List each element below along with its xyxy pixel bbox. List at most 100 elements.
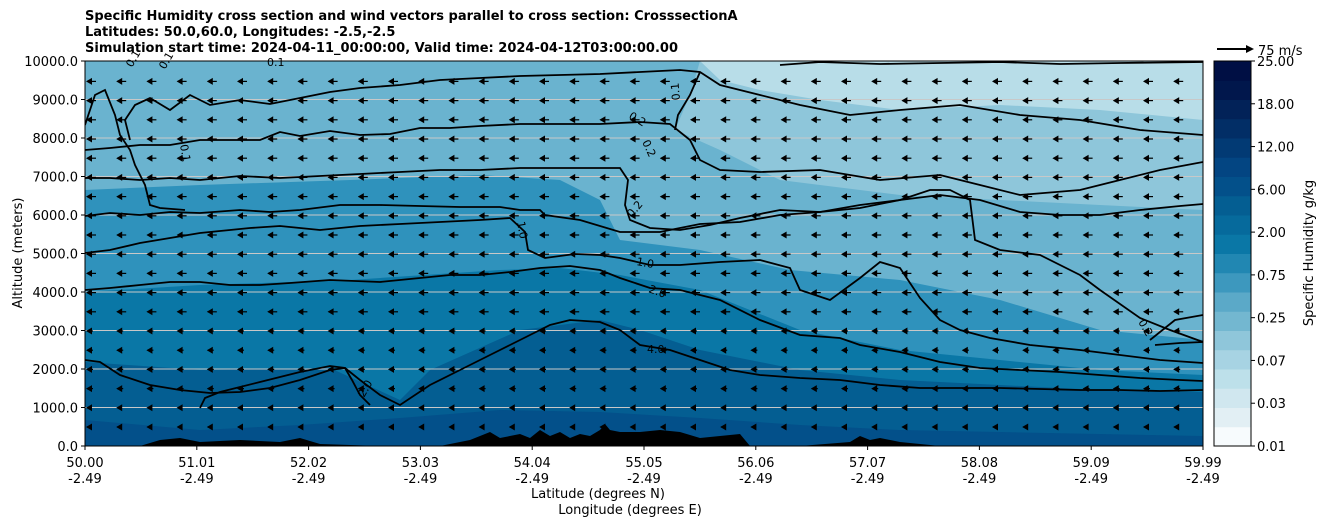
wind-vector (448, 385, 456, 393)
wind-vector-head (780, 385, 787, 393)
wind-vector (931, 289, 942, 297)
wind-vector (569, 135, 580, 143)
wind-vector-head (931, 404, 938, 412)
contour-0.2-a (85, 189, 1203, 343)
wind-vector-head (901, 365, 908, 373)
wind-vector-head (206, 327, 213, 335)
wind-vector-head (1052, 423, 1059, 431)
wind-vector (1022, 212, 1033, 220)
wind-vector (478, 308, 489, 316)
wind-vector-head (1112, 269, 1119, 277)
wind-vector (961, 173, 972, 181)
wind-vector-head (780, 154, 787, 162)
wind-vector-head (961, 116, 968, 124)
wind-vector (1022, 116, 1033, 124)
wind-vector (388, 193, 398, 201)
wind-vector (297, 173, 308, 181)
wind-vector-head (1022, 193, 1029, 201)
wind-vector (539, 77, 549, 85)
wind-vector-head (931, 135, 938, 143)
wind-vector-head (357, 423, 364, 431)
wind-vector-head (206, 116, 213, 124)
wind-vector-head (901, 423, 908, 431)
colorbar: 0.010.030.070.250.752.006.0012.0018.0025… (1213, 55, 1294, 455)
wind-vector-head (539, 231, 545, 239)
wind-vector-head (810, 423, 817, 431)
wind-vector-head (206, 212, 213, 220)
wind-vector-head (810, 116, 817, 124)
wind-vector (599, 97, 610, 105)
wind-vector-head (1022, 423, 1029, 431)
wind-vector-head (629, 212, 636, 220)
wind-vector (1143, 193, 1153, 201)
wind-vector (690, 77, 700, 85)
wind-vector (146, 308, 157, 316)
wind-vector-head (508, 154, 515, 162)
wind-vector-head (629, 346, 636, 354)
wind-vector (961, 269, 972, 277)
wind-vector-head (780, 212, 787, 220)
wind-vector (418, 289, 429, 297)
wind-vector-head (478, 250, 485, 258)
wind-vector (599, 269, 610, 277)
wind-vector (750, 404, 757, 412)
wind-vector-head (1143, 385, 1149, 393)
wind-vector (388, 212, 398, 220)
colorbar-tick-label: 6.00 (1257, 183, 1286, 198)
wind-vector-head (1022, 97, 1029, 105)
wind-vector-head (1052, 77, 1059, 85)
wind-vector (992, 308, 1002, 316)
wind-vector-head (206, 308, 213, 316)
wind-vector (690, 135, 700, 143)
wind-vector (508, 97, 519, 105)
wind-vector (599, 135, 610, 143)
wind-vector (388, 404, 394, 412)
wind-vector-head (1022, 231, 1029, 239)
wind-vector-head (810, 385, 817, 393)
wind-vector-head (841, 116, 847, 124)
wind-vector-head (780, 365, 787, 373)
wind-vector-head (810, 327, 817, 335)
wind-vector (780, 231, 791, 239)
wind-vector (901, 385, 909, 393)
title-line-1: Specific Humidity cross section and wind… (85, 9, 738, 24)
wind-vector (569, 365, 577, 373)
wind-vector-head (327, 173, 334, 181)
wind-vector-head (1143, 97, 1149, 105)
colorbar-swatch (1214, 176, 1251, 197)
wind-vector (1173, 327, 1181, 335)
wind-vector (206, 289, 217, 297)
wind-vector (1173, 173, 1184, 181)
x-tick-label-lon: -2.49 (627, 472, 661, 487)
wind-vector (116, 154, 127, 162)
wind-vector-head (176, 135, 183, 143)
wind-vector-head (569, 289, 576, 297)
wind-vector-head (237, 77, 243, 85)
wind-vector (690, 327, 697, 335)
wind-vector-head (357, 308, 364, 316)
wind-vector-head (750, 97, 757, 105)
wind-vector (327, 212, 338, 220)
wind-vector (1082, 327, 1090, 335)
wind-vector (418, 231, 429, 239)
wind-vector (901, 308, 912, 316)
wind-vector (539, 346, 546, 354)
wind-vector-head (659, 423, 666, 431)
wind-vector-head (86, 385, 92, 393)
wind-vector (992, 327, 999, 335)
colorbar-swatch (1214, 234, 1251, 254)
wind-vector (901, 135, 912, 143)
wind-vector (267, 231, 278, 239)
wind-vector-head (116, 346, 123, 354)
wind-vector (750, 77, 761, 85)
wind-vector-head (720, 308, 727, 316)
wind-vector-head (841, 212, 847, 220)
wind-vector-head (1112, 385, 1119, 393)
wind-vector-head (599, 250, 606, 258)
wind-vector (297, 308, 308, 316)
colorbar-swatch (1214, 272, 1251, 293)
colorbar-swatch (1214, 349, 1251, 370)
wind-vector (297, 404, 304, 412)
wind-vector-head (659, 154, 666, 162)
y-tick-label: 8000.0 (33, 132, 79, 147)
